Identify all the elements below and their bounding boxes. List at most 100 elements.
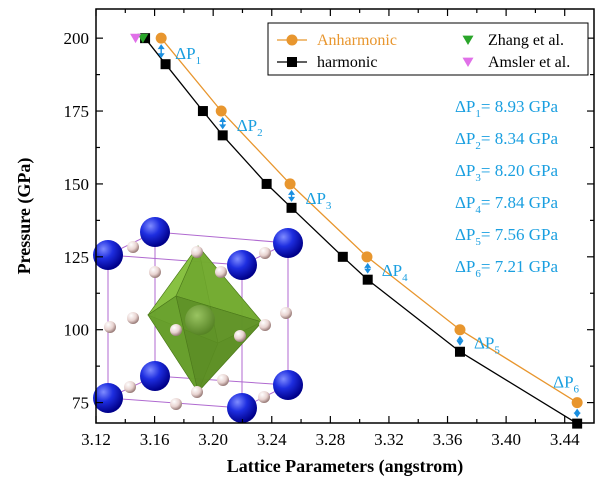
light-atom-7 (170, 324, 182, 336)
delta-arrow-head-up-5 (573, 408, 581, 414)
cell-edge-0 (107, 254, 243, 266)
series-line-0 (160, 37, 578, 404)
x-tick-label: 3.40 (491, 430, 521, 449)
point-1-3 (217, 130, 228, 141)
legend-marker-1 (287, 57, 297, 67)
light-atom-12 (170, 398, 182, 410)
delta-label-1: ΔP1 (175, 44, 201, 67)
x-tick-label: 3.20 (198, 430, 228, 449)
light-atom-5 (127, 312, 139, 324)
delta-value-1: ΔP1= 8.93 GPa (455, 97, 558, 120)
delta-arrow-head-up-4 (456, 335, 464, 341)
delta-arrow-head-down-1 (219, 124, 227, 130)
x-axis-title: Lattice Parameters (angstrom) (227, 456, 464, 477)
legend-label-2: Zhang et al. (488, 32, 564, 49)
delta-label-2: ΔP2 (237, 116, 263, 139)
delta-value-3: ΔP3= 8.20 GPa (455, 161, 558, 184)
delta-values-list: ΔP1= 8.93 GPa ΔP2= 8.34 GPa ΔP3= 8.20 GPa Δ… (455, 97, 558, 280)
y-tick-label: 125 (64, 248, 90, 267)
point-1-9 (572, 418, 583, 429)
delta-arrow-head-up-1 (219, 117, 227, 123)
delta-value-5: ΔP5= 7.56 GPa (455, 225, 558, 248)
heavy-atom-6 (140, 361, 170, 391)
light-atom-13 (191, 386, 203, 398)
delta-label-3: ΔP3 (306, 189, 332, 212)
legend-marker-3 (462, 57, 474, 67)
light-atom-9 (280, 307, 292, 319)
y-tick-label: 200 (64, 29, 90, 48)
heavy-atom-2 (140, 217, 170, 247)
delta-label-6: ΔP6 (553, 373, 579, 396)
y-tick-label: 175 (64, 102, 90, 121)
cell-edge-4 (154, 231, 289, 244)
delta-arrow-head-down-0 (157, 53, 165, 59)
legend-marker-2 (462, 35, 474, 45)
light-atom-6 (104, 321, 116, 333)
legend-label-3: Amsler et al. (488, 54, 570, 71)
y-tick-label: 100 (64, 321, 90, 340)
light-atom-2 (259, 247, 271, 259)
delta-arrow-head-up-0 (157, 44, 165, 50)
x-tick-label: 3.36 (433, 430, 463, 449)
delta-arrow-head-up-2 (288, 189, 296, 195)
point-0-3 (361, 251, 373, 263)
light-atom-11 (124, 381, 136, 393)
axes: 3.12 3.16 3.20 3.24 3.28 3.32 3.36 3.40 3.44 75 10… (14, 8, 595, 477)
light-atom-14 (258, 391, 270, 403)
point-1-1 (160, 59, 171, 70)
delta-arrow-head-up-3 (364, 262, 372, 268)
delta-label-4: ΔP4 (382, 261, 408, 284)
point-3-0 (130, 33, 142, 44)
delta-value-2: ΔP2= 8.34 GPa (455, 129, 558, 152)
x-tick-label: 3.12 (81, 430, 111, 449)
heavy-atom-4 (93, 383, 123, 413)
light-atom-0 (127, 241, 139, 253)
series (130, 32, 583, 429)
point-1-6 (337, 251, 348, 262)
delta-value-4: ΔP4= 7.84 GPa (455, 193, 558, 216)
point-1-7 (362, 274, 373, 285)
crystal-structure-inset (93, 217, 303, 423)
octahedron-face-7 (147, 295, 199, 393)
light-atom-10 (259, 319, 271, 331)
delta-arrow-head-down-2 (288, 196, 296, 202)
heavy-atom-7 (273, 370, 303, 400)
legend-label-1: harmonic (317, 54, 377, 71)
delta-arrow-head-down-3 (364, 268, 372, 274)
legend: Anharmonic harmonic Zhang et al. Amsler et … (267, 22, 589, 76)
heavy-atom-5 (227, 393, 257, 423)
legend-marker-0 (286, 34, 298, 46)
x-tick-label: 3.28 (315, 430, 345, 449)
point-1-5 (286, 202, 297, 213)
point-1-2 (197, 106, 208, 117)
light-atom-15 (217, 374, 229, 386)
y-axis-title: Pressure (GPa) (14, 158, 35, 275)
light-atom-3 (149, 266, 161, 278)
point-1-4 (261, 178, 272, 189)
point-0-5 (571, 397, 583, 409)
y-tick-label: 75 (72, 394, 89, 413)
light-atom-4 (215, 266, 227, 278)
plot-frame (95, 8, 595, 424)
heavy-atom-1 (227, 250, 257, 280)
x-tick-label: 3.24 (257, 430, 287, 449)
point-0-2 (284, 178, 296, 190)
point-0-0 (155, 32, 167, 44)
x-tick-label: 3.32 (374, 430, 404, 449)
center-atom (185, 305, 215, 335)
delta-annotations: ΔP1 ΔP2 ΔP3 ΔP4 ΔP5 ΔP6 (157, 44, 581, 418)
delta-arrow-head-down-4 (456, 340, 464, 346)
point-1-8 (454, 346, 465, 357)
delta-arrow-head-down-5 (573, 412, 581, 418)
point-0-1 (215, 105, 227, 117)
x-tick-label: 3.44 (550, 430, 580, 449)
delta-label-5: ΔP5 (474, 334, 500, 357)
series-line-1 (144, 37, 578, 425)
legend-label-0: Anharmonic (317, 32, 397, 49)
delta-value-6: ΔP6= 7.21 GPa (455, 257, 558, 280)
light-atom-1 (191, 246, 203, 258)
point-2-0 (137, 33, 149, 44)
x-tick-label: 3.16 (140, 430, 170, 449)
